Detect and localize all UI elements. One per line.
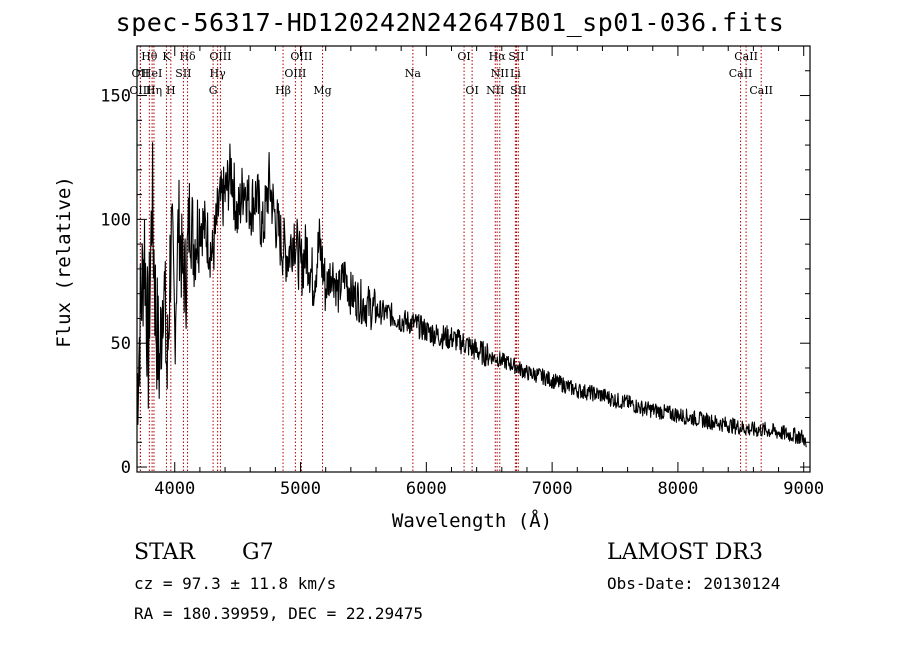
redshift-velocity: cz = 97.3 ± 11.8 km/s xyxy=(134,574,337,593)
spectral-line-label: Hδ xyxy=(179,50,196,63)
spectral-line-label: OI xyxy=(457,50,470,63)
spectral-line-label: Hγ xyxy=(210,67,227,80)
spectral-line-label: NII xyxy=(486,84,504,97)
axes-frame xyxy=(136,45,811,473)
spectral-line-label: OI xyxy=(465,84,478,97)
spectral-line-label: H xyxy=(166,84,176,97)
spectral-line-label: Hη xyxy=(146,84,162,97)
x-tick-label: 9000 xyxy=(783,479,824,499)
spectral-line-label: OIII xyxy=(129,84,151,97)
y-tick-label: 150 xyxy=(100,87,131,107)
y-tick-label: 100 xyxy=(100,210,131,230)
x-tick-label: 8000 xyxy=(657,479,698,499)
spectral-line-label: CaII xyxy=(749,84,773,97)
x-tick-label: 6000 xyxy=(406,479,447,499)
object-class: STAR xyxy=(134,540,195,565)
spectral-line-label: NII xyxy=(491,67,509,80)
spectral-line-label: CaII xyxy=(734,50,758,63)
spectral-line-label: Hβ xyxy=(275,84,291,97)
y-tick-label: 50 xyxy=(111,334,131,354)
spectral-line-label: Li xyxy=(510,67,521,80)
spectral-line-label: OII xyxy=(132,67,150,80)
spectral-line-label: CaII xyxy=(729,67,753,80)
spectral-line-label: Mg xyxy=(313,84,331,97)
spectral-line-label: Hα xyxy=(489,50,507,63)
object-subclass: G7 xyxy=(242,540,274,565)
spectral-line-label: Hθ xyxy=(141,50,158,63)
chart-title: spec-56317-HD120242N242647B01_sp01-036.f… xyxy=(115,8,785,37)
spectral-line-label: SII xyxy=(508,50,524,63)
spectral-line-label: OIII xyxy=(290,50,312,63)
spectral-line-label: K xyxy=(162,50,171,63)
spectral-line-label: G xyxy=(209,84,218,97)
x-tick-label: 5000 xyxy=(280,479,321,499)
spectrum-line xyxy=(136,142,807,448)
ra-dec-coordinates: RA = 180.39959, DEC = 22.29475 xyxy=(134,604,423,623)
survey-name: LAMOST DR3 xyxy=(607,540,763,565)
spectral-line-label: SII xyxy=(510,84,526,97)
spectral-line-label: SII xyxy=(175,67,191,80)
spectral-line-label: HeI xyxy=(142,67,162,80)
y-tick-label: 0 xyxy=(121,458,131,478)
spectral-line-label: OIII xyxy=(284,67,306,80)
spectral-line-label: OIII xyxy=(209,50,231,63)
x-tick-label: 7000 xyxy=(532,479,573,499)
spectral-line-label: Na xyxy=(405,67,422,80)
observation-date: Obs-Date: 20130124 xyxy=(607,574,781,593)
x-tick-label: 4000 xyxy=(154,479,195,499)
x-axis-label: Wavelength (Å) xyxy=(391,510,553,532)
